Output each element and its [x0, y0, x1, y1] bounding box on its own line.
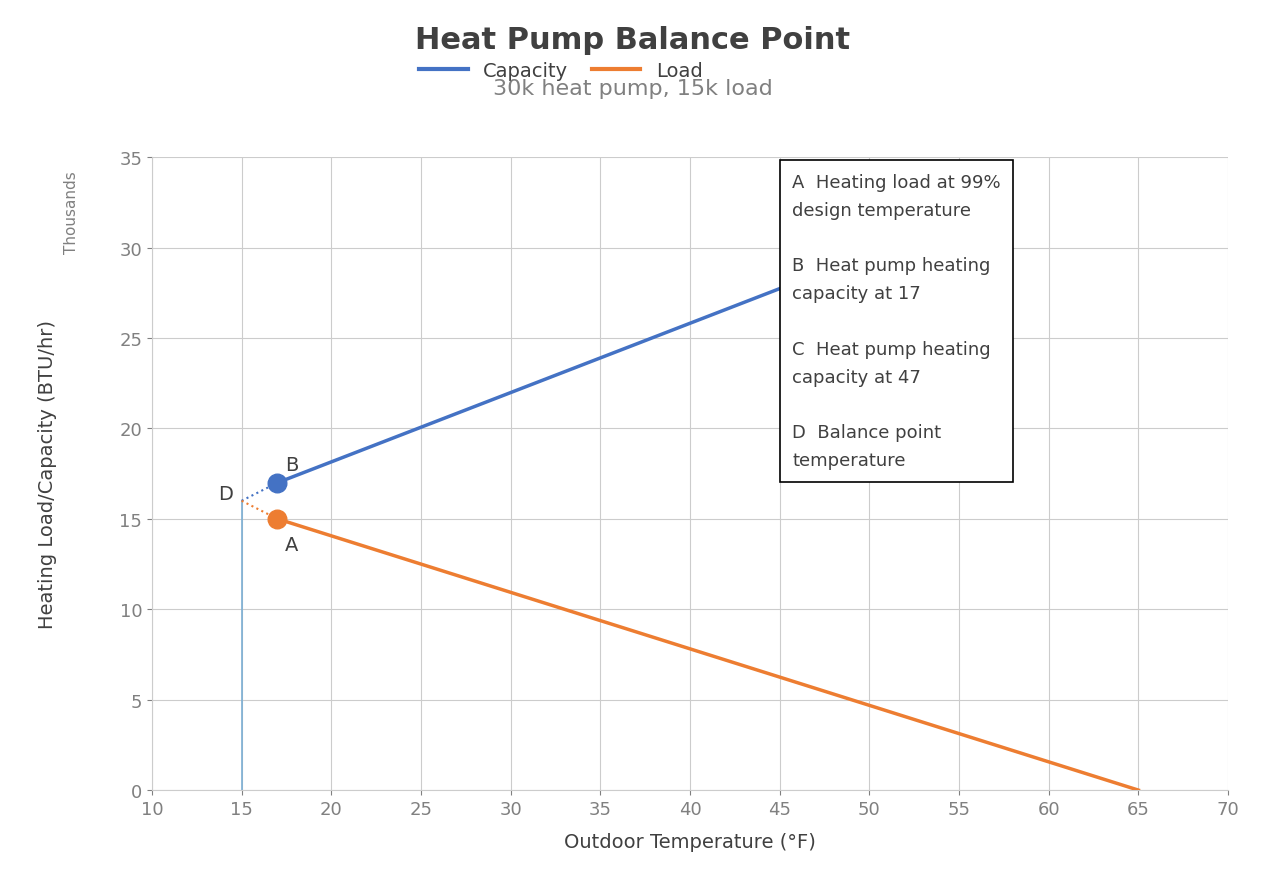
- Y-axis label: Heating Load/Capacity (BTU/hr): Heating Load/Capacity (BTU/hr): [38, 320, 57, 629]
- Point: [267, 512, 287, 526]
- Text: Thousands: Thousands: [63, 170, 78, 254]
- Text: C: C: [827, 288, 839, 306]
- Text: D: D: [218, 485, 233, 503]
- X-axis label: Outdoor Temperature (°F): Outdoor Temperature (°F): [565, 831, 815, 851]
- Legend: Capacity, Load: Capacity, Load: [411, 54, 710, 89]
- Text: A: A: [285, 535, 298, 554]
- Text: B: B: [285, 456, 298, 474]
- Text: A  Heating load at 99%
design temperature

B  Heat pump heating
capacity at 17

: A Heating load at 99% design temperature…: [793, 174, 1001, 470]
- Point: [805, 269, 825, 283]
- Text: 30k heat pump, 15k load: 30k heat pump, 15k load: [494, 79, 772, 99]
- Point: [267, 476, 287, 490]
- Text: Heat Pump Balance Point: Heat Pump Balance Point: [415, 26, 851, 55]
